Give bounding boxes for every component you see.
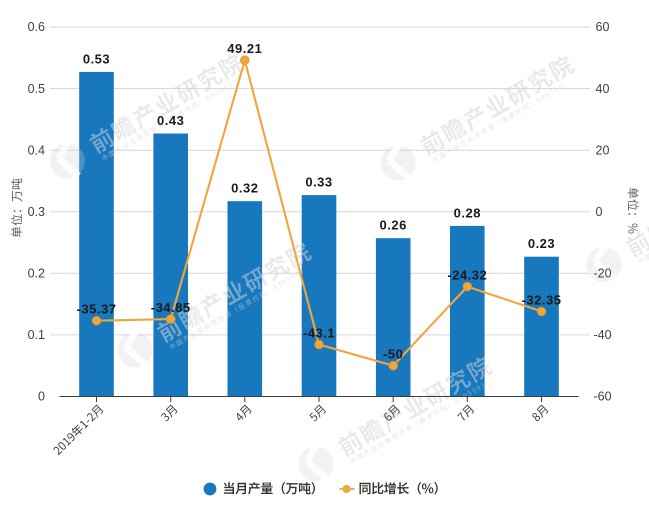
svg-text:0.26: 0.26 — [380, 218, 407, 233]
svg-text:0.4: 0.4 — [28, 143, 45, 157]
svg-text:-24.32: -24.32 — [447, 268, 487, 283]
svg-text:0.3: 0.3 — [28, 205, 45, 219]
svg-text:0.33: 0.33 — [305, 175, 332, 190]
svg-text:-40: -40 — [594, 328, 612, 342]
svg-text:0.6: 0.6 — [28, 20, 45, 34]
svg-text:-60: -60 — [594, 390, 612, 404]
svg-text:0.32: 0.32 — [231, 181, 258, 196]
svg-text:49.21: 49.21 — [227, 41, 262, 56]
svg-text:-32.35: -32.35 — [522, 292, 562, 307]
svg-text:-43.1: -43.1 — [303, 326, 335, 341]
svg-text:0: 0 — [38, 390, 45, 404]
svg-text:40: 40 — [596, 82, 610, 96]
svg-text:0.5: 0.5 — [28, 82, 45, 96]
svg-text:20: 20 — [596, 143, 610, 157]
svg-text:0.2: 0.2 — [28, 267, 45, 281]
svg-text:0.53: 0.53 — [83, 51, 110, 66]
svg-text:0.1: 0.1 — [28, 328, 45, 342]
svg-text:0: 0 — [596, 205, 603, 219]
svg-text:-35.37: -35.37 — [77, 302, 117, 317]
svg-text:-20: -20 — [594, 267, 612, 281]
svg-text:0.43: 0.43 — [157, 113, 184, 128]
svg-text:-50: -50 — [383, 347, 403, 362]
svg-text:0.28: 0.28 — [454, 205, 481, 220]
svg-text:60: 60 — [596, 20, 610, 34]
svg-text:0.23: 0.23 — [528, 236, 555, 251]
svg-text:-34.85: -34.85 — [151, 300, 191, 315]
